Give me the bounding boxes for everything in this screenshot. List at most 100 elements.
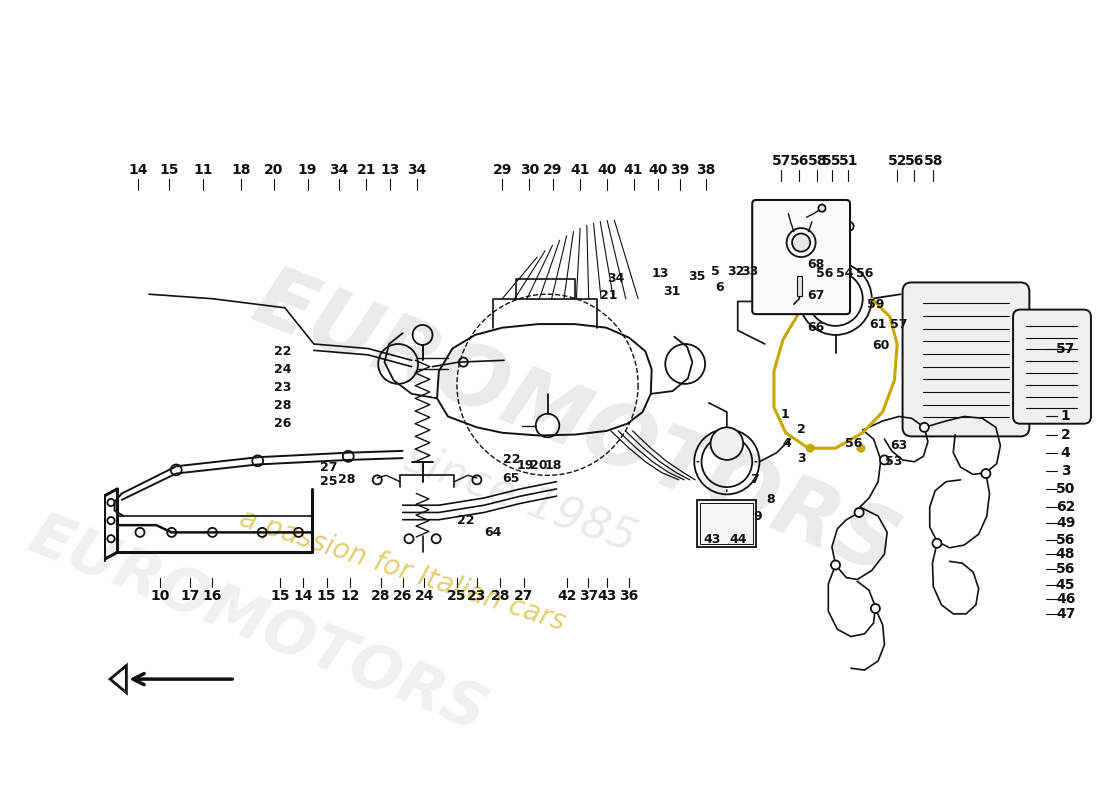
Text: 40: 40 [648, 163, 668, 177]
Bar [700, 502, 754, 544]
Text: 22: 22 [274, 345, 292, 358]
Text: EUROMOTORS: EUROMOTORS [240, 258, 909, 593]
Text: 23: 23 [468, 589, 486, 602]
Text: 26: 26 [274, 418, 292, 430]
Text: 58: 58 [807, 154, 827, 168]
Text: 41: 41 [624, 163, 644, 177]
Text: 12: 12 [340, 589, 360, 602]
Text: 25: 25 [320, 475, 337, 488]
Text: 28: 28 [491, 589, 510, 602]
FancyBboxPatch shape [903, 282, 1030, 436]
Text: 24: 24 [415, 589, 434, 602]
Text: 3: 3 [1060, 464, 1070, 478]
Circle shape [857, 445, 865, 452]
Text: EUROMOTORS: EUROMOTORS [20, 506, 495, 743]
Circle shape [711, 427, 744, 460]
Text: 19: 19 [516, 459, 534, 472]
Text: 23: 23 [274, 381, 292, 394]
Circle shape [920, 423, 928, 432]
Text: 2: 2 [796, 422, 805, 436]
Text: 52: 52 [888, 154, 906, 168]
Text: 37: 37 [579, 589, 598, 602]
Polygon shape [110, 666, 126, 693]
Text: 19: 19 [298, 163, 317, 177]
Text: 4: 4 [1060, 446, 1070, 460]
Text: 28: 28 [274, 399, 292, 412]
Text: 56: 56 [845, 437, 862, 450]
Text: 13: 13 [381, 163, 399, 177]
Text: 15: 15 [160, 163, 178, 177]
Circle shape [871, 604, 880, 613]
Text: 56: 56 [816, 267, 834, 280]
Text: 40: 40 [597, 163, 617, 177]
Text: 44: 44 [729, 533, 747, 546]
Text: 27: 27 [515, 589, 534, 602]
Text: 28: 28 [338, 474, 355, 486]
Text: 66: 66 [807, 322, 824, 334]
Circle shape [818, 205, 826, 212]
Text: 30: 30 [520, 163, 539, 177]
Text: 22: 22 [503, 454, 520, 466]
Text: since 1985: since 1985 [398, 436, 642, 560]
Text: 47: 47 [1056, 607, 1076, 621]
Text: 65: 65 [503, 471, 520, 485]
Text: 55: 55 [822, 154, 842, 168]
Text: 15: 15 [317, 589, 337, 602]
Text: 36: 36 [619, 589, 639, 602]
Text: a passion for Italian cars: a passion for Italian cars [236, 505, 569, 637]
Text: 15: 15 [271, 589, 290, 602]
Text: 46: 46 [1056, 593, 1076, 606]
Text: 34: 34 [407, 163, 427, 177]
Text: 53: 53 [884, 455, 902, 468]
Circle shape [830, 561, 840, 570]
Text: 42: 42 [558, 589, 578, 602]
Text: 34: 34 [330, 163, 349, 177]
Text: 26: 26 [393, 589, 412, 602]
Text: 3: 3 [796, 452, 805, 465]
Text: 45: 45 [1056, 578, 1076, 592]
Text: 43: 43 [704, 533, 722, 546]
Text: 49: 49 [1056, 516, 1076, 530]
Text: 64: 64 [484, 526, 502, 539]
Text: 4: 4 [782, 437, 791, 450]
Text: 58: 58 [924, 154, 943, 168]
Text: 20: 20 [530, 459, 547, 472]
Text: 11: 11 [194, 163, 213, 177]
Text: 34: 34 [607, 272, 624, 286]
Circle shape [981, 469, 990, 478]
Text: 16: 16 [202, 589, 222, 602]
Text: 31: 31 [663, 285, 680, 298]
Text: 10: 10 [151, 589, 169, 602]
Text: 1: 1 [780, 408, 789, 421]
Text: 25: 25 [448, 589, 466, 602]
Text: 57: 57 [1056, 342, 1076, 355]
Circle shape [792, 234, 811, 252]
Text: 38: 38 [696, 163, 716, 177]
Text: 63: 63 [890, 439, 908, 452]
Text: 57: 57 [771, 154, 791, 168]
Text: 57: 57 [890, 318, 908, 330]
Text: 9: 9 [754, 510, 762, 522]
FancyBboxPatch shape [752, 200, 850, 314]
Text: 56: 56 [856, 267, 873, 280]
Text: 22: 22 [458, 514, 475, 527]
Text: 33: 33 [741, 265, 758, 278]
Text: 24: 24 [274, 363, 292, 376]
Bar [796, 276, 802, 296]
Text: 27: 27 [320, 461, 337, 474]
Circle shape [806, 445, 814, 452]
Circle shape [855, 508, 864, 517]
Text: 5: 5 [711, 265, 719, 278]
Text: 14: 14 [294, 589, 312, 602]
Text: 41: 41 [571, 163, 590, 177]
Text: 50: 50 [1056, 482, 1076, 496]
Text: 59: 59 [867, 298, 884, 310]
Text: 8: 8 [766, 494, 774, 506]
Text: 1: 1 [1060, 410, 1070, 423]
Text: 14: 14 [129, 163, 147, 177]
Circle shape [880, 455, 889, 465]
Text: 7: 7 [750, 474, 758, 486]
FancyBboxPatch shape [1013, 310, 1091, 424]
Text: 20: 20 [264, 163, 284, 177]
Text: 60: 60 [872, 339, 890, 352]
